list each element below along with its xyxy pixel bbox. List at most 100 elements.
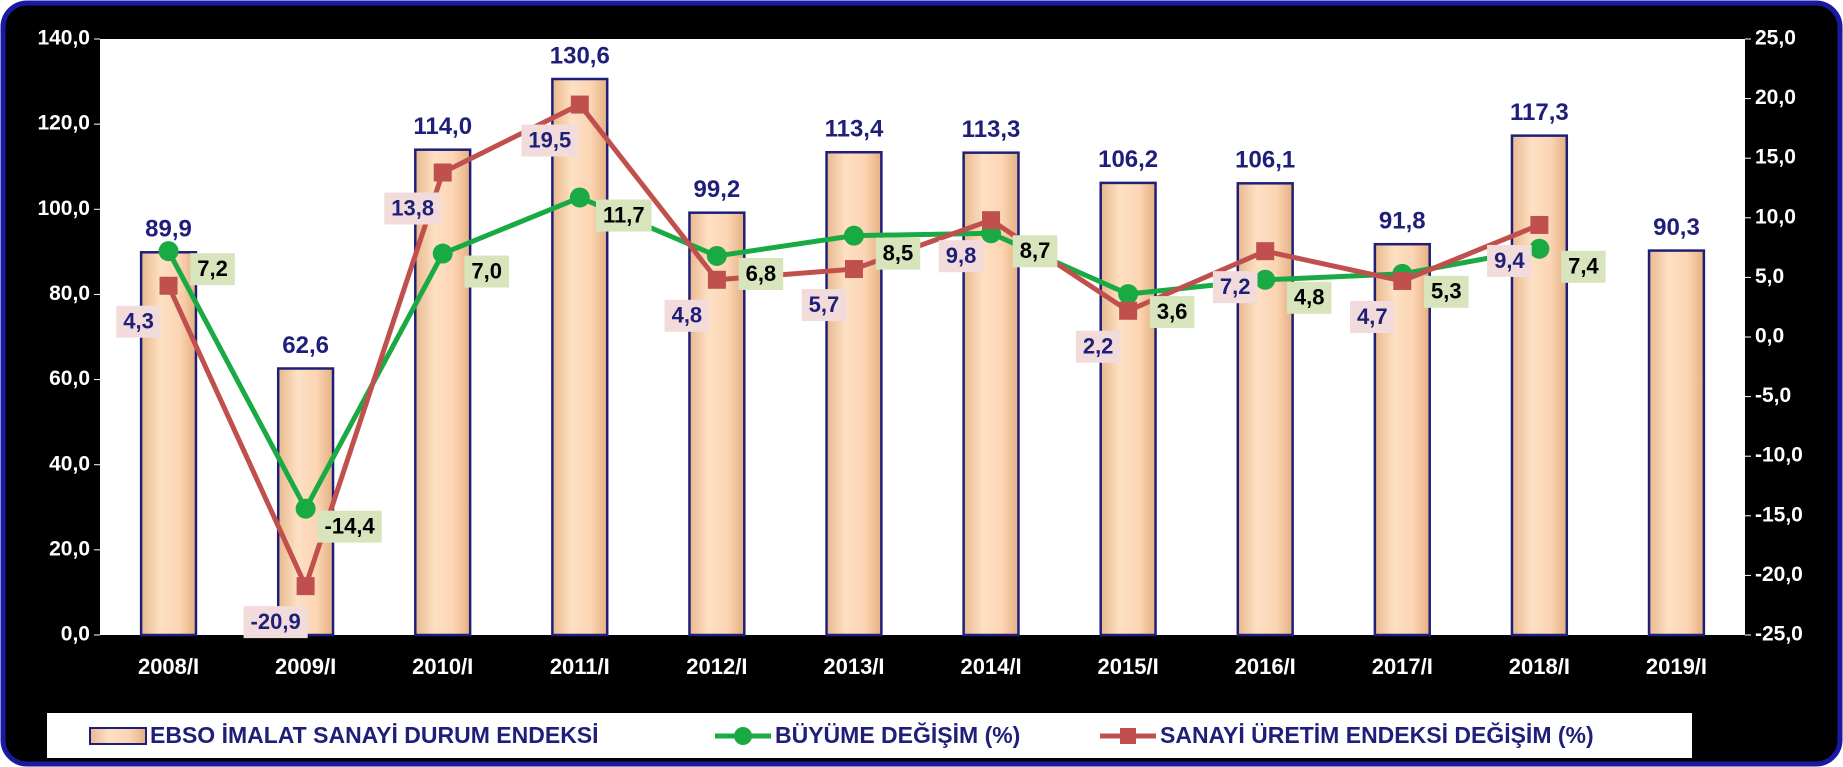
x-tick-label: 2016/I <box>1235 654 1296 679</box>
data-label: 11,7 <box>603 202 645 227</box>
marker <box>570 95 589 114</box>
y-tick-label: 100,0 <box>37 197 90 220</box>
data-label-bg <box>1012 235 1058 268</box>
legend-swatch <box>89 727 147 745</box>
bar-label: 106,1 <box>1235 147 1295 174</box>
data-label-group: 7,0 <box>464 255 510 288</box>
data-label: 5,3 <box>1431 279 1462 304</box>
plot-area <box>100 39 1745 635</box>
marker <box>982 211 1001 230</box>
x-tick-label: 2017/I <box>1372 654 1433 679</box>
marker <box>432 243 453 264</box>
marker <box>1393 271 1412 290</box>
y-tick-label: 20,0 <box>49 537 90 560</box>
marker <box>1530 215 1549 234</box>
y2-tick-label: -25,0 <box>1755 623 1803 646</box>
marker <box>295 498 316 519</box>
data-label-bg <box>801 289 847 322</box>
bar-label: 91,8 <box>1379 208 1426 235</box>
x-tick-label: 2011/I <box>550 654 610 679</box>
marker <box>1119 301 1138 320</box>
data-label: 4,8 <box>1294 285 1325 310</box>
data-label-group: 4,8 <box>1286 281 1332 314</box>
y-tick-label: 140,0 <box>37 27 90 50</box>
data-label-bg <box>1423 275 1469 308</box>
data-label-bg <box>384 192 442 225</box>
bar <box>1647 249 1706 637</box>
data-label-bg <box>875 237 921 270</box>
marker <box>1255 269 1276 290</box>
data-label: 7,2 <box>1220 274 1251 299</box>
data-label-bg <box>938 240 984 273</box>
data-label: 4,8 <box>672 303 703 328</box>
data-label-bg <box>1561 250 1606 283</box>
data-label: 6,8 <box>746 261 777 286</box>
bar-label: 130,6 <box>550 42 610 69</box>
data-label-group: 11,7 <box>595 199 652 232</box>
marker <box>296 577 315 596</box>
marker <box>158 241 179 262</box>
data-label-bg <box>1149 296 1195 329</box>
bar-label: 89,9 <box>145 216 192 243</box>
data-label-bg <box>664 299 710 332</box>
data-label-group: 8,5 <box>875 237 921 270</box>
data-label-bg <box>1075 330 1121 363</box>
x-tick-label: 2013/I <box>823 654 884 679</box>
bar-label: 117,3 <box>1510 99 1569 126</box>
data-label: 4,3 <box>123 309 154 334</box>
data-label-group: 13,8 <box>384 192 442 225</box>
data-label-bg <box>464 255 510 288</box>
y2-tick-label: -20,0 <box>1755 563 1803 586</box>
marker <box>1529 238 1550 259</box>
data-label: 5,7 <box>809 292 840 317</box>
data-label-group: 9,8 <box>938 240 984 273</box>
data-label-group: 2,2 <box>1075 330 1121 363</box>
legend-label: SANAYİ ÜRETİM ENDEKSİ DEĞİŞİM (%) <box>1160 721 1594 748</box>
data-label-bg <box>243 606 308 639</box>
marker <box>844 260 863 279</box>
y2-tick-label: 25,0 <box>1755 27 1796 50</box>
x-tick-label: 2014/I <box>960 654 1021 679</box>
data-label-bg <box>317 510 382 543</box>
bar <box>825 150 883 637</box>
marker <box>433 163 452 182</box>
data-label-group: 7,2 <box>190 253 235 286</box>
data-label: 7,4 <box>1568 254 1599 279</box>
data-label-bg <box>595 199 652 232</box>
legend-swatch-marker <box>1120 728 1136 744</box>
data-label: 8,5 <box>883 240 914 265</box>
y2-tick-label: 20,0 <box>1755 86 1796 109</box>
x-tick-label: 2010/I <box>412 654 473 679</box>
legend-swatch-marker <box>734 727 752 745</box>
marker <box>843 225 864 246</box>
x-tick-label: 2018/I <box>1509 654 1570 679</box>
marker <box>706 245 727 266</box>
y2-tick-label: 10,0 <box>1755 205 1796 228</box>
y-tick-label: 40,0 <box>49 452 90 475</box>
data-label: 7,0 <box>471 258 502 283</box>
y2-tick-label: -5,0 <box>1755 384 1791 407</box>
x-tick-label: 2015/I <box>1098 654 1159 679</box>
data-label-group: 5,7 <box>801 289 847 322</box>
marker <box>1118 284 1139 305</box>
bar <box>1099 181 1157 637</box>
data-label: 3,6 <box>1157 299 1188 324</box>
data-label: -20,9 <box>251 609 301 634</box>
bar <box>1510 134 1569 637</box>
bar-label: 90,3 <box>1653 214 1700 241</box>
data-label-group: 6,8 <box>738 257 784 290</box>
data-label: 7,2 <box>197 256 228 281</box>
data-label-bg <box>1212 271 1258 304</box>
data-label-bg <box>116 305 161 338</box>
y2-tick-label: -10,0 <box>1755 444 1803 467</box>
marker <box>159 276 178 295</box>
y-tick-label: 120,0 <box>37 112 90 135</box>
y2-tick-label: -15,0 <box>1755 503 1803 526</box>
data-label-group: 7,4 <box>1561 250 1606 283</box>
data-label: 9,8 <box>946 243 977 268</box>
data-label-group: -14,4 <box>317 510 382 543</box>
data-label: 4,7 <box>1357 304 1388 329</box>
y2-tick-label: 5,0 <box>1755 265 1784 288</box>
legend-box <box>47 713 1692 758</box>
